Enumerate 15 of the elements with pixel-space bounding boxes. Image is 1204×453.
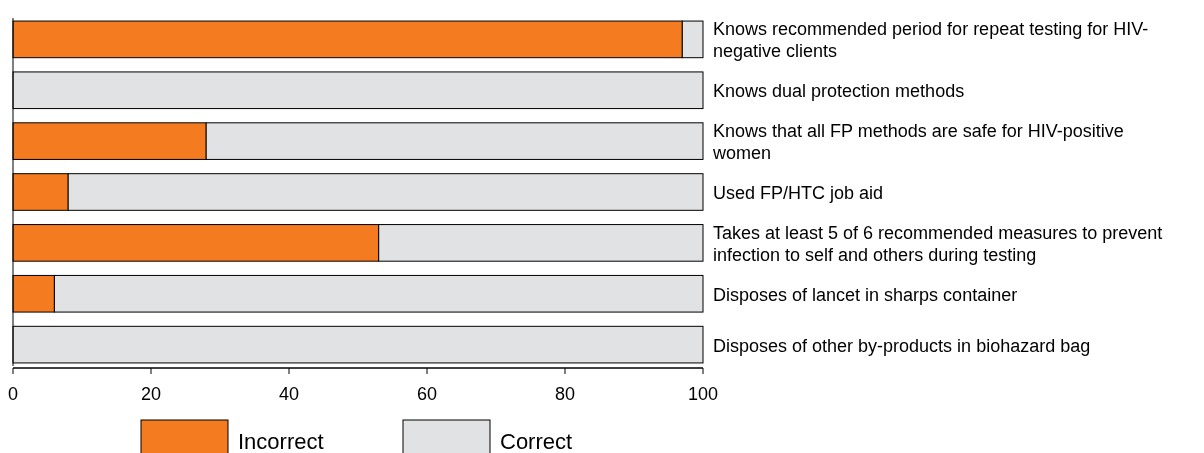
x-tick-label: 0 <box>7 384 19 404</box>
legend-label: Correct <box>500 429 573 453</box>
y-tick-label: Disposes of lancet in sharps container <box>713 284 1018 305</box>
y-tick-label: Takes at least 5 of 6 recommended measures to prevent infection to self and others during testing <box>713 222 1163 265</box>
legend-label: Incorrect <box>238 429 324 453</box>
x-tick-label: 80 <box>554 384 576 404</box>
x-tick-label: 20 <box>140 384 162 404</box>
x-tick-label: 100 <box>687 384 719 404</box>
y-tick-label: Used FP/HTC job aid <box>713 183 884 203</box>
y-tick-label: Knows recommended period for repeat testing for HIV-negative clients <box>713 19 1149 62</box>
y-tick-label: Knows that all FP methods are safe for HIV-positive women <box>712 121 1124 164</box>
y-tick-label: Knows dual protection methods <box>713 81 965 102</box>
x-tick-label: 40 <box>278 384 300 404</box>
x-tick-label: 60 <box>416 384 438 404</box>
y-tick-label: Disposes of other by-products in biohazard bag <box>713 335 1091 356</box>
